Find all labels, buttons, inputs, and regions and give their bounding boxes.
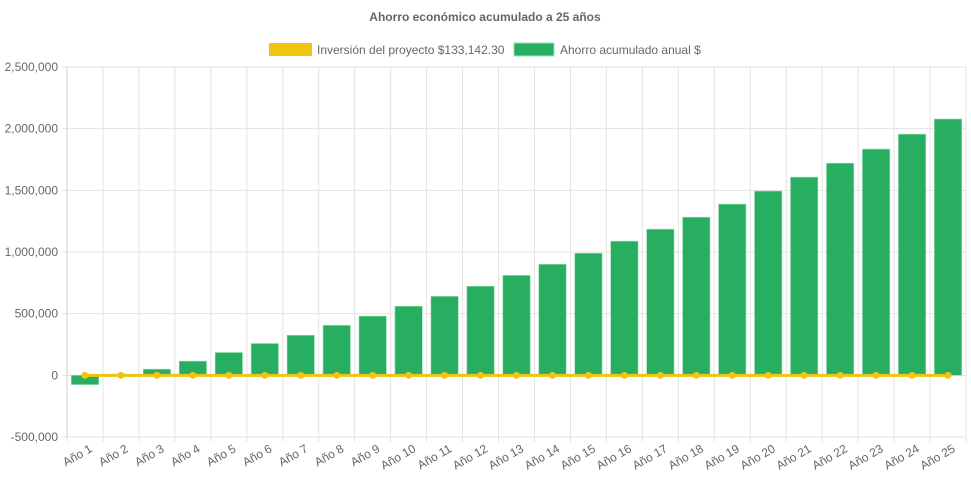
x-tick-label: Año 4 [168, 441, 202, 469]
bar-año-6 [250, 343, 279, 376]
bar-año-12 [466, 285, 495, 376]
x-tick-label: Año 25 [918, 441, 958, 472]
x-tick-label: Año 10 [378, 441, 418, 472]
bar-año-16 [610, 240, 639, 376]
investment-point [117, 371, 125, 379]
x-tick-label: Año 21 [774, 441, 814, 472]
y-tick-label: 1,000,000 [5, 245, 59, 259]
x-tick-label: Año 20 [738, 441, 778, 472]
investment-point [81, 371, 89, 379]
investment-point [369, 371, 377, 379]
investment-point [405, 371, 413, 379]
bar-año-7 [286, 334, 315, 376]
bar-año-25 [934, 118, 962, 376]
y-tick-label: 500,000 [15, 307, 59, 321]
x-tick-label: Año 19 [702, 441, 742, 472]
y-tick-label: -500,000 [11, 430, 59, 444]
y-tick-label: 2,000,000 [5, 122, 59, 136]
x-tick-label: Año 3 [132, 441, 166, 469]
investment-point [692, 371, 700, 379]
x-tick-label: Año 17 [630, 441, 670, 472]
bar-año-18 [682, 216, 711, 376]
grid [62, 66, 967, 442]
x-tick-label: Año 12 [450, 441, 490, 472]
bar-año-9 [358, 315, 387, 376]
bar-año-21 [790, 176, 819, 376]
investment-point [944, 371, 952, 379]
x-tick-label: Año 23 [846, 441, 886, 472]
bar-año-19 [718, 203, 747, 376]
x-tick-label: Año 11 [415, 441, 454, 472]
bar-año-22 [826, 162, 855, 376]
bar-año-11 [430, 296, 459, 376]
bar-año-15 [574, 252, 603, 376]
investment-point [513, 371, 520, 379]
line-series [81, 371, 952, 379]
bar-año-17 [646, 228, 675, 376]
bar-año-24 [898, 133, 927, 376]
bar-año-8 [322, 325, 351, 376]
bar-año-20 [754, 190, 783, 376]
x-tick-label: Año 7 [276, 441, 310, 469]
bar-año-23 [862, 148, 891, 376]
x-axis: Año 1 Año 2 Año 3 Año 4 Año 5 Año 6 Año 7 Año 8… [60, 441, 957, 472]
x-tick-label: Año 2 [96, 441, 130, 469]
y-tick-label: 1,500,000 [5, 183, 59, 197]
investment-point [836, 371, 844, 379]
x-tick-label: Año 24 [882, 441, 922, 472]
investment-point [225, 371, 233, 379]
x-tick-label: Año 5 [204, 441, 238, 469]
x-tick-label: Año 14 [522, 441, 562, 472]
bar-año-14 [538, 264, 567, 376]
x-tick-label: Año 9 [348, 441, 382, 469]
y-tick-label: 2,500,000 [5, 60, 59, 74]
investment-point [189, 371, 197, 379]
y-axis: -500,000 0 500,000 1,000,000 1,500,000 2,000,… [5, 60, 59, 444]
investment-point [153, 371, 161, 379]
y-tick-label: 0 [51, 368, 58, 382]
investment-point [548, 371, 556, 379]
investment-point [800, 371, 808, 379]
investment-point [261, 371, 269, 379]
legend: Inversión del proyecto $133,142.30 Ahorr… [269, 42, 701, 57]
x-tick-label: Año 8 [312, 441, 346, 469]
x-tick-label: Año 1 [60, 441, 94, 469]
legend-label-investment: Inversión del proyecto $133,142.30 [317, 43, 505, 57]
investment-point [333, 371, 341, 379]
x-tick-label: Año 16 [594, 441, 634, 472]
investment-point [872, 371, 880, 379]
investment-point [620, 371, 628, 379]
investment-point [764, 371, 772, 379]
investment-point [908, 371, 916, 379]
x-tick-label: Año 15 [558, 441, 598, 472]
bars [71, 118, 962, 385]
investment-point [297, 371, 305, 379]
x-tick-label: Año 22 [810, 441, 850, 472]
x-tick-label: Año 6 [240, 441, 274, 469]
x-tick-label: Año 13 [486, 441, 526, 472]
investment-point [656, 371, 664, 379]
investment-point [477, 371, 485, 379]
bar-año-10 [394, 305, 423, 376]
legend-item-savings[interactable]: Ahorro acumulado anual $ [513, 42, 701, 57]
legend-label-savings: Ahorro acumulado anual $ [560, 43, 701, 57]
chart-title: Ahorro económico acumulado a 25 años [369, 10, 601, 24]
investment-point [728, 371, 736, 379]
legend-item-investment[interactable]: Inversión del proyecto $133,142.30 [269, 43, 505, 57]
investment-point [441, 371, 449, 379]
x-tick-label: Año 18 [666, 441, 706, 472]
investment-point [584, 371, 592, 379]
bar-año-13 [502, 275, 531, 376]
